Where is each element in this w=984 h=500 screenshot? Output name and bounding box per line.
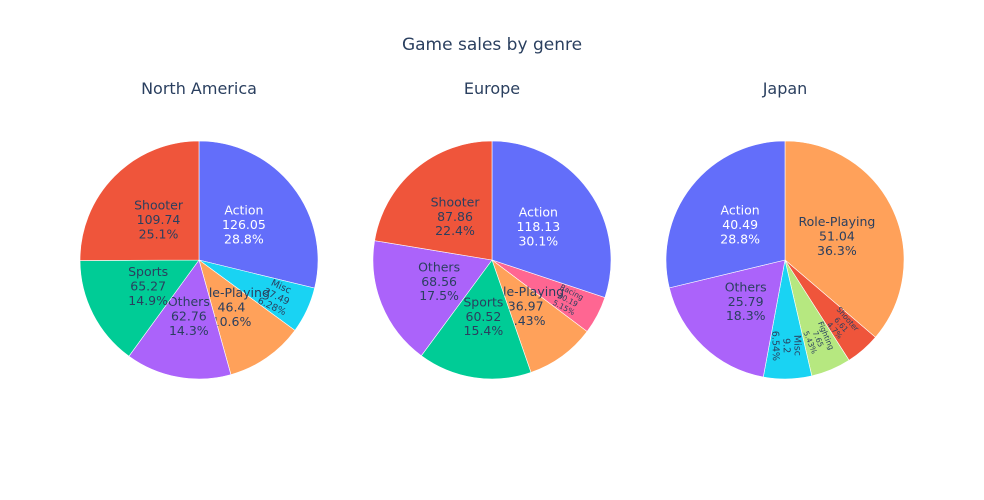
japan-slice-others[interactable]: [668, 259, 786, 378]
north-america-label-role-playing: Role-Playing 46.4 10.6%: [193, 285, 270, 329]
europe-pie: Action 118.13 30.1%Racing20.195.15%Role-Pl…: [372, 140, 612, 380]
north-america-label-shooter: Shooter 109.74 25.1%: [134, 198, 184, 242]
pies-group: Action 126.05 28.8%Misc27.496.28%Role-Play…: [79, 140, 905, 380]
europe-label-sports: Sports 60.52 15.4%: [463, 294, 503, 338]
europe-slice-sports[interactable]: [420, 259, 532, 380]
japan-pie: Role-Playing 51.04 36.3%Shooter6.614.7%Fig…: [665, 140, 905, 380]
north-america-label-others: Others 62.76 14.3%: [168, 294, 210, 338]
north-america-label-action: Action 126.05 28.8%: [222, 203, 266, 247]
north-america-slice-action[interactable]: [198, 140, 319, 289]
europe-label-action: Action 118.13 30.1%: [516, 205, 560, 249]
europe-slice-shooter[interactable]: [374, 140, 493, 261]
japan-label-misc: Misc9.26.54%: [769, 330, 803, 361]
japan-pie-title: Japan: [762, 79, 808, 98]
japan-label-others: Others 25.79 18.3%: [725, 279, 767, 323]
japan-label-action: Action 40.49 28.8%: [720, 203, 760, 247]
north-america-pie: Action 126.05 28.8%Misc27.496.28%Role-Play…: [79, 140, 319, 380]
europe-label-role-playing: Role-Playing 36.97 9.43%: [487, 284, 564, 328]
north-america-slice-sports[interactable]: [79, 259, 200, 357]
europe-slice-action[interactable]: [491, 140, 612, 298]
north-america-slice-shooter[interactable]: [79, 140, 200, 261]
japan-slice-role-playing[interactable]: [784, 140, 905, 338]
north-america-slice-others[interactable]: [128, 259, 232, 380]
europe-pie-title: Europe: [464, 79, 520, 98]
europe-label-others: Others 68.56 17.5%: [418, 259, 460, 303]
north-america-label-sports: Sports 65.27 14.9%: [128, 264, 168, 308]
chart-title: Game sales by genre: [402, 35, 582, 55]
japan-label-role-playing: Role-Playing 51.04 36.3%: [798, 214, 875, 258]
europe-label-shooter: Shooter 87.86 22.4%: [431, 194, 481, 238]
north-america-pie-title: North America: [141, 79, 257, 98]
japan-slice-action[interactable]: [665, 140, 786, 289]
europe-slice-others[interactable]: [372, 240, 493, 357]
